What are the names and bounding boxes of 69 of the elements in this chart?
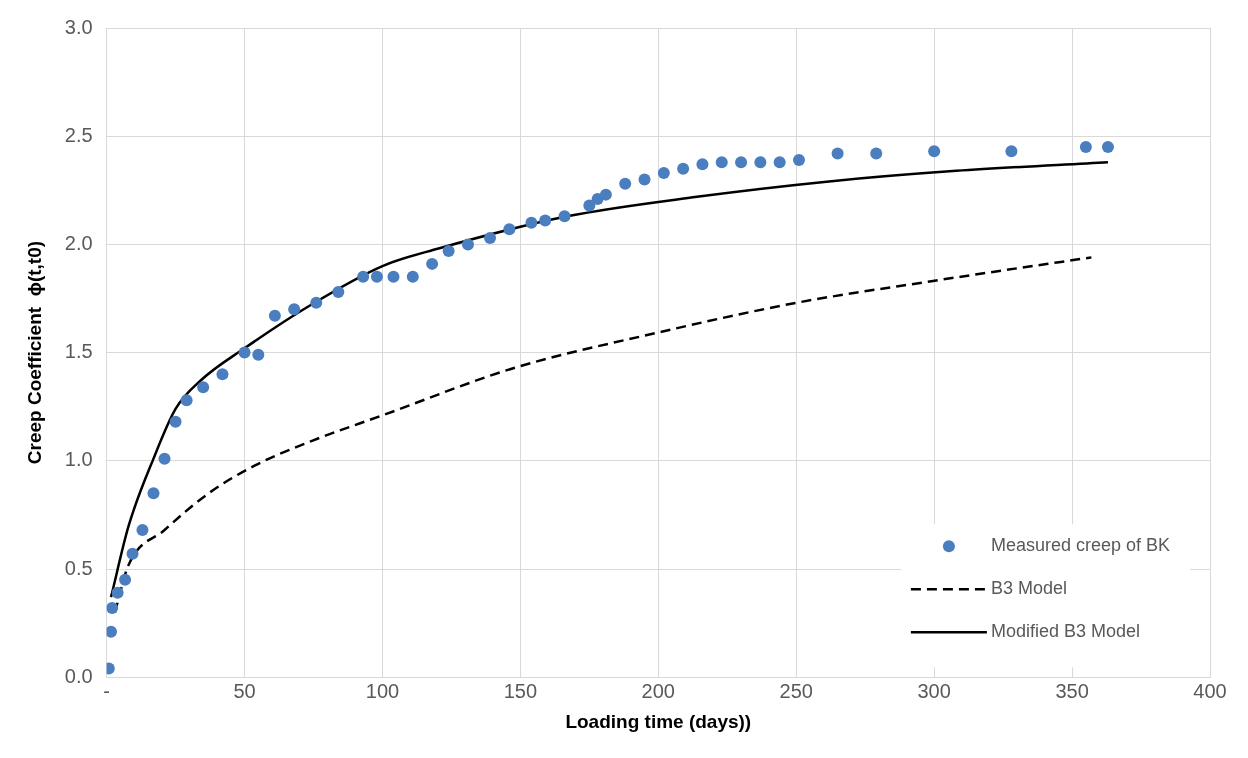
point — [599, 188, 612, 201]
point — [197, 381, 210, 394]
point — [870, 147, 883, 160]
point — [583, 199, 596, 212]
point — [657, 166, 670, 179]
point — [310, 296, 323, 309]
point — [461, 238, 474, 251]
y-tick-label: 1.0 — [64, 448, 93, 471]
y-tick-label: 0.0 — [64, 664, 93, 687]
point — [831, 147, 844, 160]
point — [735, 156, 748, 169]
x-tick-label: 100 — [365, 679, 400, 702]
x-tick-label: 350 — [1055, 679, 1089, 702]
point — [136, 524, 149, 537]
point — [332, 286, 345, 299]
x-tick-label: 250 — [779, 679, 813, 702]
y-tick-label: 2.5 — [64, 123, 93, 146]
point — [558, 210, 571, 223]
point — [119, 573, 132, 586]
point — [696, 158, 709, 171]
point — [619, 177, 632, 190]
point — [792, 154, 805, 166]
point — [484, 231, 497, 244]
point — [238, 346, 251, 359]
point — [169, 415, 182, 428]
point — [370, 270, 383, 283]
point — [387, 270, 400, 283]
point — [1101, 141, 1114, 154]
y-tick-label: 1.5 — [64, 340, 93, 363]
point — [216, 368, 229, 381]
point — [754, 156, 767, 169]
x-tick-label: 200 — [641, 679, 675, 702]
point — [503, 223, 516, 236]
point — [158, 452, 171, 465]
legend-label: Measured creep of BK — [990, 535, 1171, 556]
point — [1079, 141, 1092, 154]
point — [442, 244, 455, 257]
point — [525, 216, 538, 229]
point — [180, 394, 193, 407]
x-tick-label: 400 — [1193, 679, 1227, 702]
point — [357, 270, 370, 283]
point — [677, 162, 690, 175]
point — [928, 145, 941, 158]
point — [426, 257, 439, 270]
x-tick-label: 300 — [917, 679, 951, 702]
point — [147, 487, 160, 500]
y-tick-label: 0.5 — [64, 556, 93, 579]
point — [268, 309, 281, 322]
point — [638, 173, 651, 186]
point — [126, 547, 139, 560]
point — [106, 625, 118, 638]
x-tick-label: 50 — [233, 679, 256, 702]
x-tick-label: 150 — [503, 679, 538, 702]
point — [773, 156, 786, 169]
y-tick-label: 3.0 — [64, 15, 93, 38]
y-axis-title: Creep Coefficient ϕ(t,t0) — [23, 240, 45, 465]
x-axis-title: Loading time (days)) — [565, 710, 752, 732]
y-tick-label: 2.0 — [64, 231, 93, 254]
point — [111, 586, 124, 599]
point — [406, 270, 419, 283]
point — [288, 303, 301, 316]
point — [539, 214, 552, 227]
legend-label: Modified B3 Model — [990, 621, 1140, 642]
point — [715, 156, 728, 169]
point — [106, 601, 119, 614]
x-tick-label: - — [103, 679, 110, 702]
point — [252, 348, 265, 361]
point — [1005, 145, 1018, 158]
legend-label: B3 Model — [990, 578, 1067, 599]
